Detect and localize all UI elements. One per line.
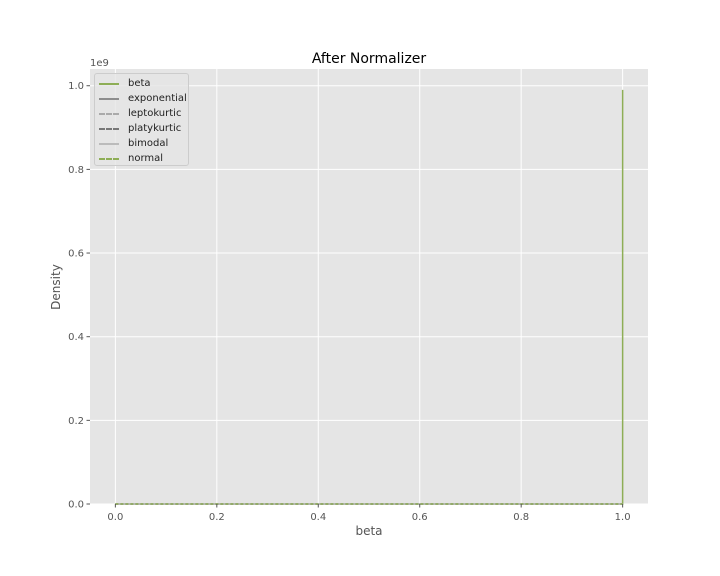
y-tick-label: 0.2 xyxy=(68,416,84,427)
legend-swatch xyxy=(99,112,119,115)
y-tick-label: 1.0 xyxy=(68,81,84,92)
legend-label: beta xyxy=(128,78,151,89)
legend-label: leptokurtic xyxy=(128,108,182,119)
legend-item-normal: normal xyxy=(99,151,188,166)
legend-label: exponential xyxy=(128,93,187,104)
y-tick-label: 0.4 xyxy=(68,332,84,343)
legend-label: bimodal xyxy=(128,138,169,149)
x-tick-label: 0.0 xyxy=(107,512,123,523)
y-axis-ticks: 0.0 0.2 0.4 0.6 0.8 1.0 xyxy=(68,81,90,511)
y-tick-label: 0.8 xyxy=(68,165,84,176)
legend-label: normal xyxy=(128,153,164,164)
legend-swatch xyxy=(99,142,119,145)
legend: beta exponential leptokurtic platykurtic bim… xyxy=(94,73,189,166)
y-scale-label: 1e9 xyxy=(90,58,109,69)
x-axis-ticks: 0.0 0.2 0.4 0.6 0.8 1.0 xyxy=(107,504,631,523)
legend-label: platykurtic xyxy=(128,123,182,134)
y-axis-label: Density xyxy=(49,264,63,310)
legend-swatch xyxy=(99,97,119,100)
x-tick-label: 1.0 xyxy=(615,512,631,523)
legend-swatch xyxy=(99,157,119,160)
x-tick-label: 0.6 xyxy=(412,512,428,523)
legend-swatch xyxy=(99,82,119,85)
legend-item-platykurtic: platykurtic xyxy=(99,121,188,136)
series-layer xyxy=(115,89,624,505)
legend-item-exponential: exponential xyxy=(99,91,188,106)
x-tick-label: 0.2 xyxy=(209,512,225,523)
y-tick-label: 0.0 xyxy=(68,500,84,511)
y-tick-label: 0.6 xyxy=(68,249,84,260)
legend-swatch xyxy=(99,127,119,130)
x-tick-label: 0.8 xyxy=(513,512,529,523)
x-axis-label: beta xyxy=(355,524,382,538)
legend-item-beta: beta xyxy=(99,76,188,91)
legend-item-leptokurtic: leptokurtic xyxy=(99,106,188,121)
chart-title: After Normalizer xyxy=(312,51,427,67)
x-tick-label: 0.4 xyxy=(310,512,326,523)
legend-item-bimodal: bimodal xyxy=(99,136,188,151)
